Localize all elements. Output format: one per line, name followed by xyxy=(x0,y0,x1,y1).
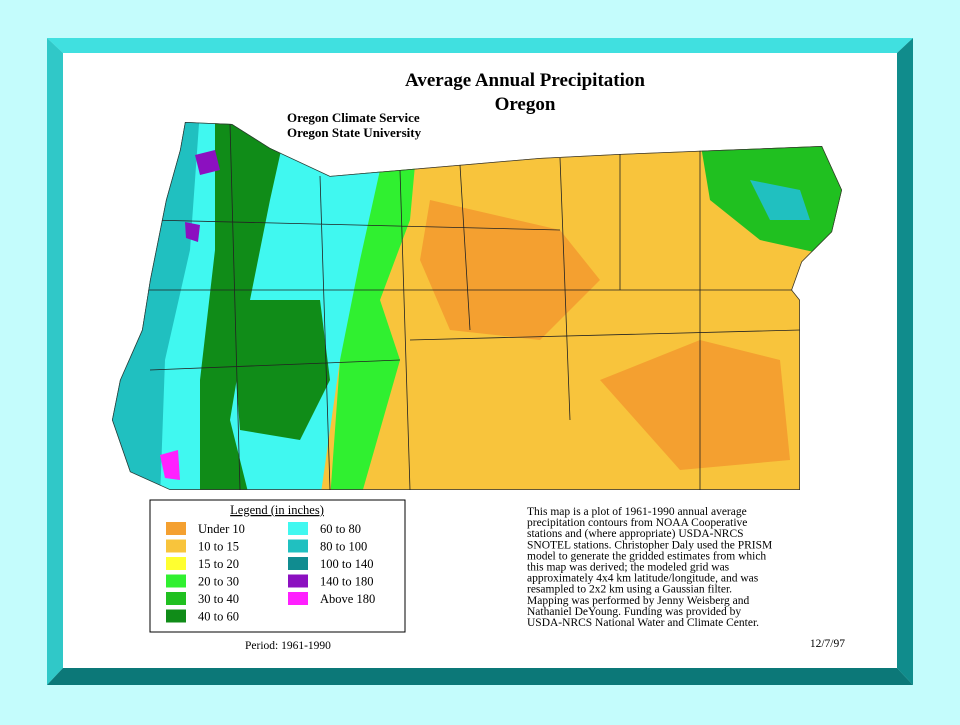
legend-label: 100 to 140 xyxy=(320,557,373,571)
legend-swatch xyxy=(288,539,308,553)
legend-label: Above 180 xyxy=(320,592,375,606)
description-line: Nathaniel DeYoung. Funding was provided … xyxy=(527,606,741,618)
zone xyxy=(185,222,200,242)
zone xyxy=(750,180,810,220)
description-line: SNOTEL stations. Christopher Daly used t… xyxy=(527,539,772,551)
description-line: stations and (where appropriate) USDA-NR… xyxy=(527,528,744,540)
credit: Oregon State University xyxy=(287,125,422,140)
zone xyxy=(420,200,600,340)
legend-swatch xyxy=(166,609,186,623)
legend-label: 10 to 15 xyxy=(198,540,239,554)
description-line: resampled to 2x2 km using a Gaussian fil… xyxy=(527,584,732,596)
date: 12/7/97 xyxy=(810,638,845,650)
legend-box xyxy=(149,499,406,633)
frame-right xyxy=(897,38,913,685)
frame-bottom xyxy=(47,668,913,685)
legend-swatch xyxy=(288,557,308,570)
description-line: Mapping was performed by Jenny Weisberg … xyxy=(527,595,749,607)
legend-swatch xyxy=(166,557,186,570)
description-line: this map was derived; the modeled grid w… xyxy=(527,562,730,574)
credit: Oregon Climate Service xyxy=(287,110,420,125)
legend-label: 20 to 30 xyxy=(198,575,239,589)
legend-swatch xyxy=(166,522,186,535)
description-line: This map is a plot of 1961-1990 annual a… xyxy=(527,506,747,518)
zone xyxy=(320,180,370,260)
title: Average Annual Precipitation xyxy=(405,70,645,91)
legend: Under 10 10 to 15 15 to 20 20 to 30 30 to 40… xyxy=(166,522,375,624)
legend-swatch xyxy=(288,522,308,535)
legend-swatch xyxy=(166,539,186,553)
map xyxy=(112,122,842,490)
legend-label: 80 to 100 xyxy=(320,540,367,554)
legend-label: Under 10 xyxy=(198,522,245,536)
zone xyxy=(330,122,420,490)
legend-label: 140 to 180 xyxy=(320,575,373,589)
description-line: approximately 4x4 km latitude/longitude,… xyxy=(527,573,759,585)
legend-swatch xyxy=(288,574,308,588)
frame-top xyxy=(47,38,913,53)
county-lines xyxy=(140,123,801,490)
legend-swatch xyxy=(288,592,308,605)
legend-label: 60 to 80 xyxy=(320,522,361,536)
legend-swatch xyxy=(166,574,186,588)
zone xyxy=(160,450,180,480)
zone xyxy=(600,340,790,470)
description-line: model to generate the gridded estimates … xyxy=(527,550,766,562)
description-line: precipitation contours from NOAA Coopera… xyxy=(527,517,747,529)
legend-label: 30 to 40 xyxy=(198,592,239,606)
zone xyxy=(230,300,330,440)
frame-left xyxy=(47,38,63,685)
zone xyxy=(195,150,220,175)
description-line: USDA-NRCS National Water and Climate Cen… xyxy=(527,617,759,629)
period: Period: 1961-1990 xyxy=(245,640,331,652)
legend-label: 15 to 20 xyxy=(198,557,239,571)
legend-title: Legend (in inches) xyxy=(230,503,324,517)
legend-swatch xyxy=(166,592,186,605)
description: This map is a plot of 1961-1990 annual a… xyxy=(527,506,772,629)
legend-label: 40 to 60 xyxy=(198,610,239,624)
subtitle: Oregon xyxy=(495,94,556,115)
